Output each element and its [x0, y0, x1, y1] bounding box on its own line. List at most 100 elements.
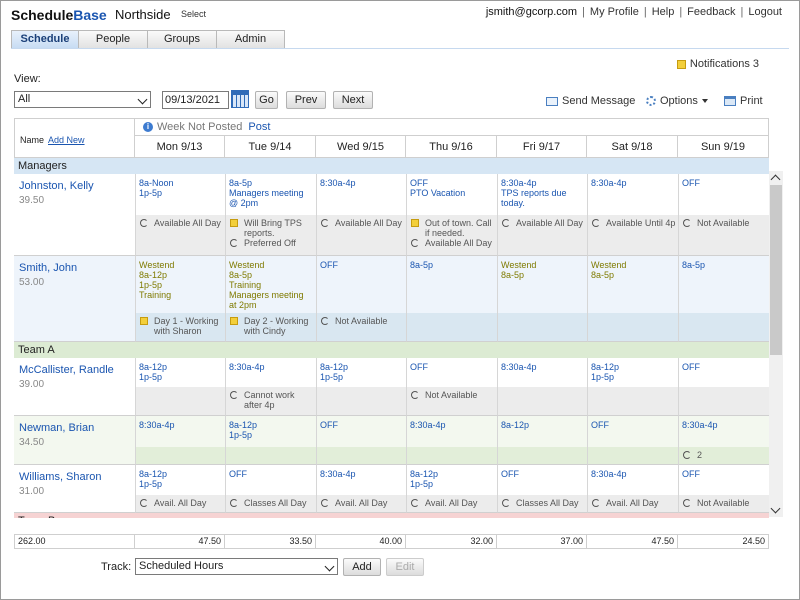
shift-cell[interactable]: OFF Not Available: [678, 174, 769, 256]
add-track-button[interactable]: Add: [343, 558, 381, 576]
shift-text[interactable]: 8:30a-4p: [320, 178, 356, 188]
employee-name-link[interactable]: Newman, Brian: [19, 422, 95, 434]
shift-cell[interactable]: 8:30a-4p: [406, 416, 497, 465]
shift-cell[interactable]: 8a-12p 1p-5p Avail. All Day: [406, 465, 497, 513]
shift-cell[interactable]: 8:30a-4p 2: [678, 416, 769, 465]
shift-text[interactable]: 8:30a-4p: [591, 178, 627, 188]
shift-text[interactable]: OFF: [320, 260, 338, 270]
shift-cell[interactable]: 8:30a-4p: [135, 416, 225, 465]
calendar-icon[interactable]: [231, 90, 249, 108]
shift-text[interactable]: OFF: [320, 420, 338, 430]
add-new-link[interactable]: Add New: [48, 135, 85, 145]
shift-text[interactable]: 8:30a-4p: [320, 469, 356, 479]
select-location-link[interactable]: Select: [181, 9, 207, 19]
tab-people[interactable]: People: [79, 30, 148, 49]
shift-cell[interactable]: Westend 8a-12p 1p-5p Training Day 1 - Wor…: [135, 256, 225, 342]
shift-cell[interactable]: 8:30a-4p Avail. All Day: [316, 465, 406, 513]
shift-cell[interactable]: OFF PTO Vacation Out of town. Call if nee…: [406, 174, 497, 256]
shift-cell[interactable]: Westend 8a-5p Training Managers meeting …: [225, 256, 316, 342]
shift-text[interactable]: OFF: [501, 469, 519, 479]
view-select[interactable]: All: [14, 91, 151, 108]
print-button[interactable]: Print: [724, 95, 763, 107]
help-link[interactable]: Help: [651, 6, 675, 18]
shift-cell[interactable]: 8a-12p 1p-5p Avail. All Day: [135, 465, 225, 513]
employee-name-link[interactable]: McCallister, Randle: [19, 364, 114, 376]
shift-cell[interactable]: 8a-5p: [406, 256, 497, 342]
employee-name-link[interactable]: Smith, John: [19, 262, 78, 274]
shift-text[interactable]: Westend 8a-5p: [591, 260, 627, 280]
shift-text[interactable]: 8:30a-4p: [591, 469, 627, 479]
shift-cell[interactable]: OFF: [316, 416, 406, 465]
shift-text[interactable]: 8a-5p: [410, 260, 434, 270]
edit-track-button[interactable]: Edit: [386, 558, 424, 576]
shift-text[interactable]: OFF: [410, 362, 428, 372]
shift-cell[interactable]: 8:30a-4p: [497, 358, 587, 416]
shift-text[interactable]: 8a-5p Managers meeting @ 2pm: [229, 178, 304, 208]
day-header[interactable]: Mon 9/13: [135, 136, 225, 158]
shift-text[interactable]: 8:30a-4p: [229, 362, 265, 372]
notifications-link[interactable]: Notifications 3: [676, 58, 759, 70]
shift-text[interactable]: OFF: [682, 469, 700, 479]
send-message-button[interactable]: Send Message: [546, 95, 635, 107]
shift-text[interactable]: 8a-12p: [501, 420, 530, 430]
shift-cell[interactable]: 8a-5p Managers meeting @ 2pm Will Bring T…: [225, 174, 316, 256]
tab-groups[interactable]: Groups: [148, 30, 217, 49]
logout-link[interactable]: Logout: [748, 6, 782, 18]
shift-text[interactable]: 8a-12p 1p-5p: [591, 362, 620, 382]
shift-cell[interactable]: 8a-12p 1p-5p: [587, 358, 678, 416]
shift-cell[interactable]: OFF Classes All Day: [225, 465, 316, 513]
shift-cell[interactable]: OFF Classes All Day: [497, 465, 587, 513]
schedule-body[interactable]: Managers Johnston, Kelly 39.50 8a-Noon 1p-5…: [14, 158, 769, 518]
shift-text[interactable]: 8a-12p 1p-5p: [320, 362, 349, 382]
shift-cell[interactable]: OFF: [678, 358, 769, 416]
shift-text[interactable]: OFF: [229, 469, 247, 479]
shift-text[interactable]: OFF PTO Vacation: [410, 178, 466, 198]
feedback-link[interactable]: Feedback: [687, 6, 736, 18]
date-input[interactable]: 09/13/2021: [162, 91, 229, 109]
employee-name-link[interactable]: Johnston, Kelly: [19, 180, 94, 192]
shift-cell[interactable]: OFF Not Available: [678, 465, 769, 513]
shift-cell[interactable]: OFF: [587, 416, 678, 465]
shift-cell[interactable]: Westend 8a-5p: [587, 256, 678, 342]
shift-text[interactable]: OFF: [591, 420, 609, 430]
shift-cell[interactable]: 8:30a-4p Available Until 4p: [587, 174, 678, 256]
day-header[interactable]: Wed 9/15: [316, 136, 406, 158]
shift-cell[interactable]: 8a-12p 1p-5p: [135, 358, 225, 416]
day-header[interactable]: Sun 9/19: [678, 136, 769, 158]
shift-text[interactable]: OFF: [682, 362, 700, 372]
scroll-down-icon[interactable]: [770, 503, 781, 514]
shift-cell[interactable]: 8:30a-4p Available All Day: [316, 174, 406, 256]
tab-schedule[interactable]: Schedule: [11, 30, 79, 49]
shift-text[interactable]: 8:30a-4p: [501, 362, 537, 372]
shift-text[interactable]: Westend 8a-5p: [501, 260, 537, 280]
shift-cell[interactable]: Westend 8a-5p: [497, 256, 587, 342]
vertical-scrollbar[interactable]: [769, 171, 783, 517]
shift-text[interactable]: Westend 8a-12p 1p-5p Training: [139, 260, 175, 300]
day-header[interactable]: Thu 9/16: [406, 136, 497, 158]
shift-text[interactable]: 8a-Noon 1p-5p: [139, 178, 174, 198]
employee-name-link[interactable]: Williams, Sharon: [19, 471, 102, 483]
scroll-thumb[interactable]: [770, 185, 782, 355]
shift-text[interactable]: 8:30a-4p: [410, 420, 446, 430]
shift-cell[interactable]: OFF Not Available: [406, 358, 497, 416]
shift-cell[interactable]: 8:30a-4p Avail. All Day: [587, 465, 678, 513]
shift-text[interactable]: 8:30a-4p TPS reports due today.: [501, 178, 567, 208]
shift-text[interactable]: OFF: [682, 178, 700, 188]
my-profile-link[interactable]: My Profile: [589, 6, 639, 18]
shift-cell[interactable]: 8a-12p: [497, 416, 587, 465]
prev-button[interactable]: Prev: [286, 91, 326, 109]
options-menu[interactable]: Options: [646, 95, 708, 107]
shift-cell[interactable]: 8:30a-4p Cannot work after 4p: [225, 358, 316, 416]
shift-cell[interactable]: 8a-12p 1p-5p: [316, 358, 406, 416]
shift-text[interactable]: 8a-12p 1p-5p: [229, 420, 258, 440]
day-header[interactable]: Fri 9/17: [497, 136, 587, 158]
shift-text[interactable]: 8a-12p 1p-5p: [139, 362, 168, 382]
shift-cell[interactable]: OFF Not Available: [316, 256, 406, 342]
go-button[interactable]: Go: [255, 91, 278, 109]
shift-text[interactable]: 8:30a-4p: [139, 420, 175, 430]
tab-admin[interactable]: Admin: [217, 30, 285, 49]
shift-text[interactable]: Westend 8a-5p Training Managers meeting …: [229, 260, 304, 310]
scroll-up-icon[interactable]: [770, 174, 781, 185]
track-select[interactable]: Scheduled Hours: [135, 558, 338, 575]
shift-text[interactable]: 8:30a-4p: [682, 420, 718, 430]
